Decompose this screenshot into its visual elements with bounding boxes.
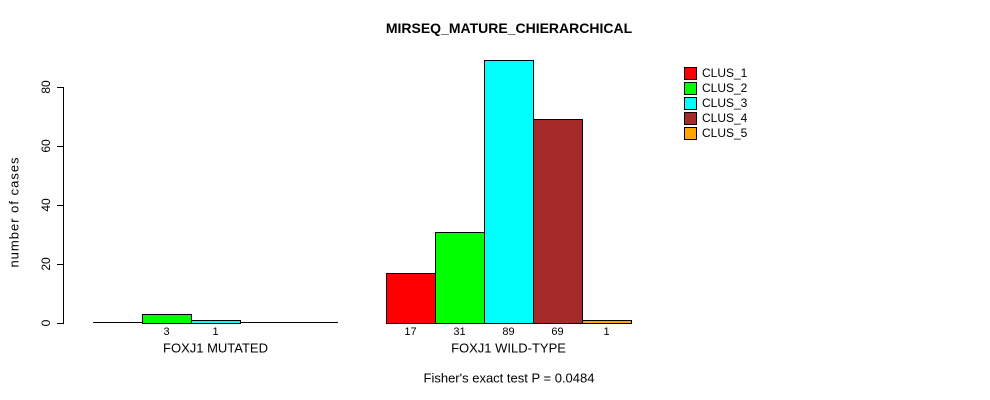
y-axis-label: number of cases <box>6 156 22 268</box>
y-tick-label: 40 <box>39 198 53 212</box>
y-tick-label: 20 <box>39 257 53 271</box>
y-tick-mark <box>57 145 64 147</box>
legend-swatch-CLUS_3 <box>684 97 697 110</box>
bar-value-label: 17 <box>404 326 417 338</box>
bar-value-label: 89 <box>502 326 515 338</box>
legend-item: CLUS_1 <box>684 66 747 81</box>
legend: CLUS_1 CLUS_2 CLUS_3 CLUS_4 CLUS_5 <box>684 66 747 141</box>
legend-label: CLUS_3 <box>702 96 748 110</box>
bar-CLUS_2 <box>435 232 485 324</box>
legend-item: CLUS_5 <box>684 126 747 141</box>
legend-label: CLUS_1 <box>702 66 748 80</box>
y-tick-mark <box>57 263 64 265</box>
y-tick-label: 0 <box>39 319 53 327</box>
legend-item: CLUS_3 <box>684 96 747 111</box>
bar-CLUS_2 <box>142 314 192 324</box>
category-label-wildtype: FOXJ1 WILD-TYPE <box>451 340 566 356</box>
legend-swatch-CLUS_5 <box>684 127 697 140</box>
bar-value-label: 1 <box>212 326 219 338</box>
y-tick-mark <box>57 204 64 206</box>
fisher-test-annotation: Fisher's exact test P = 0.0484 <box>423 370 595 386</box>
y-tick-mark <box>57 322 64 324</box>
bar-value-label: 69 <box>551 326 564 338</box>
legend-swatch-CLUS_4 <box>684 112 697 125</box>
legend-swatch-CLUS_1 <box>684 67 697 80</box>
bar-CLUS_4 <box>533 119 583 324</box>
chart-title: MIRSEQ_MATURE_CHIERARCHICAL <box>385 20 633 36</box>
legend-item: CLUS_2 <box>684 81 747 96</box>
bar-value-label: 3 <box>163 326 170 338</box>
y-tick-mark <box>57 86 64 88</box>
bar-CLUS_5 <box>582 320 632 324</box>
legend-label: CLUS_4 <box>702 111 748 125</box>
legend-label: CLUS_2 <box>702 81 748 95</box>
bar-CLUS_1 <box>386 273 436 324</box>
legend-label: CLUS_5 <box>702 126 748 140</box>
y-tick-label: 80 <box>39 80 53 94</box>
y-axis-line <box>63 87 64 324</box>
bar-value-label: 31 <box>453 326 466 338</box>
bar-CLUS_3 <box>484 60 534 324</box>
legend-item: CLUS_4 <box>684 111 747 126</box>
bar-CLUS_3 <box>191 320 241 324</box>
bar-value-label: 1 <box>603 326 610 338</box>
category-label-mutated: FOXJ1 MUTATED <box>163 340 268 356</box>
legend-swatch-CLUS_2 <box>684 82 697 95</box>
y-tick-label: 60 <box>39 139 53 153</box>
